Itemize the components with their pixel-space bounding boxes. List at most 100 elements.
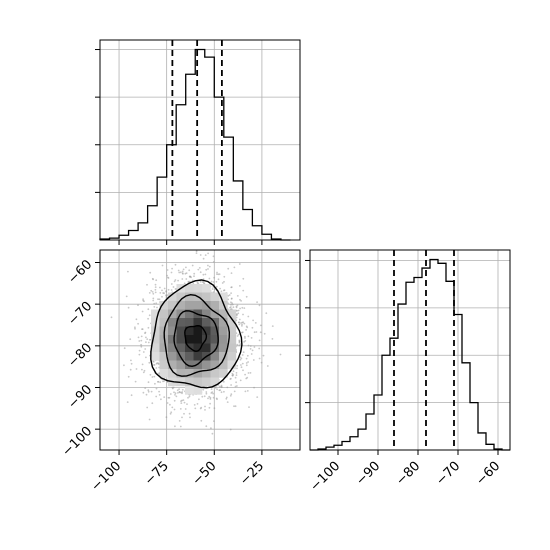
scatter-point [266,365,269,367]
scatter-point [194,407,197,410]
density-cell [159,369,169,378]
scatter-point [235,305,238,308]
scatter-point [150,390,153,393]
scatter-point [245,329,248,331]
scatter-point [198,398,200,401]
density-cell [185,318,194,327]
density-cell [193,335,203,344]
scatter-point [243,322,246,325]
scatter-point [239,356,242,359]
scatter-point [259,324,262,327]
scatter-point [205,268,208,271]
density-cell [193,301,203,310]
histogram-y-plot-area [310,250,510,451]
scatter-point [213,407,216,410]
scatter-point [110,316,113,319]
scatter-point [209,402,212,405]
scatter-point [241,354,244,356]
scatter-point [250,337,253,339]
scatter-point [218,385,221,388]
scatter-point [148,292,151,294]
scatter-point [154,291,157,294]
density-cell [210,301,220,310]
scatter-point [180,402,183,404]
scatter-point [239,379,242,382]
scatter-point [142,299,145,302]
density-cell [176,369,186,378]
scatter-point [230,384,233,386]
scatter-point [237,309,240,312]
scatter-point [173,391,175,394]
scatter-point [135,368,138,370]
scatter-point [199,407,202,410]
scatter-point [178,420,181,422]
scatter-point [130,362,133,365]
scatter-point [241,306,244,309]
scatter-point [181,392,183,395]
histogram-x-frame [99,39,301,241]
density-cell [168,309,177,319]
scatter-point [134,380,137,383]
density-cell [227,360,237,370]
scatter-point [230,272,233,274]
scatter-point [247,315,250,318]
scatter-point [219,389,222,391]
density-cell [168,335,177,344]
density-cell [176,335,186,344]
histogram-y-ticks: −100 −90 −80 −70 −60 [305,259,503,495]
scatter-point [127,306,130,309]
scatter-point [236,335,239,337]
density-cell [193,386,203,395]
scatter-point [176,389,179,392]
scatter-point [147,381,150,384]
scatter-point [225,396,228,399]
scatter-point [253,346,256,348]
scatter-point [146,338,149,340]
scatter-point [155,395,158,398]
scatter-point [236,343,239,346]
scatter-point [177,269,180,272]
scatter-point [166,402,169,404]
density-cell [202,318,211,327]
scatter-point [179,425,182,428]
scatter-point [182,399,185,401]
scatter-point [155,367,158,369]
scatter-point [188,412,191,415]
scatter-point [238,263,241,265]
density-cell [210,326,220,336]
scatter-point [167,276,169,279]
scatter-point [145,356,147,359]
scatter-point [231,302,234,305]
scatter-point [245,364,248,367]
scatter-point [241,362,244,365]
scatter-point [169,403,171,406]
scatter-point [152,297,155,300]
scatter-point [208,265,211,268]
scatter-point [177,392,179,394]
scatter-point [204,409,206,411]
scatter-point [236,295,239,297]
scatter-point [210,388,213,390]
density-cell [193,318,203,327]
histogram-x-plot-area [99,40,291,241]
scatter-point [151,376,154,378]
scatter-point [239,298,241,301]
scatter-point [181,270,184,273]
scatter-point [241,331,244,334]
scatter-point [171,267,174,270]
scatter-point [171,387,174,390]
density-cell [185,360,194,370]
scatter-point [246,326,249,329]
density-cell [202,284,211,293]
density-cell [151,318,160,327]
scatter-point [154,288,157,291]
density-cell [219,301,228,310]
density-cell [168,352,177,361]
scatter-point [236,364,239,367]
scatter-point [242,277,245,280]
histogram-y-x-tick-label: −80 [393,459,423,489]
density-cell [202,377,211,387]
scatter-point [244,340,247,342]
scatter-point [130,359,132,362]
scatter-point [258,304,261,307]
